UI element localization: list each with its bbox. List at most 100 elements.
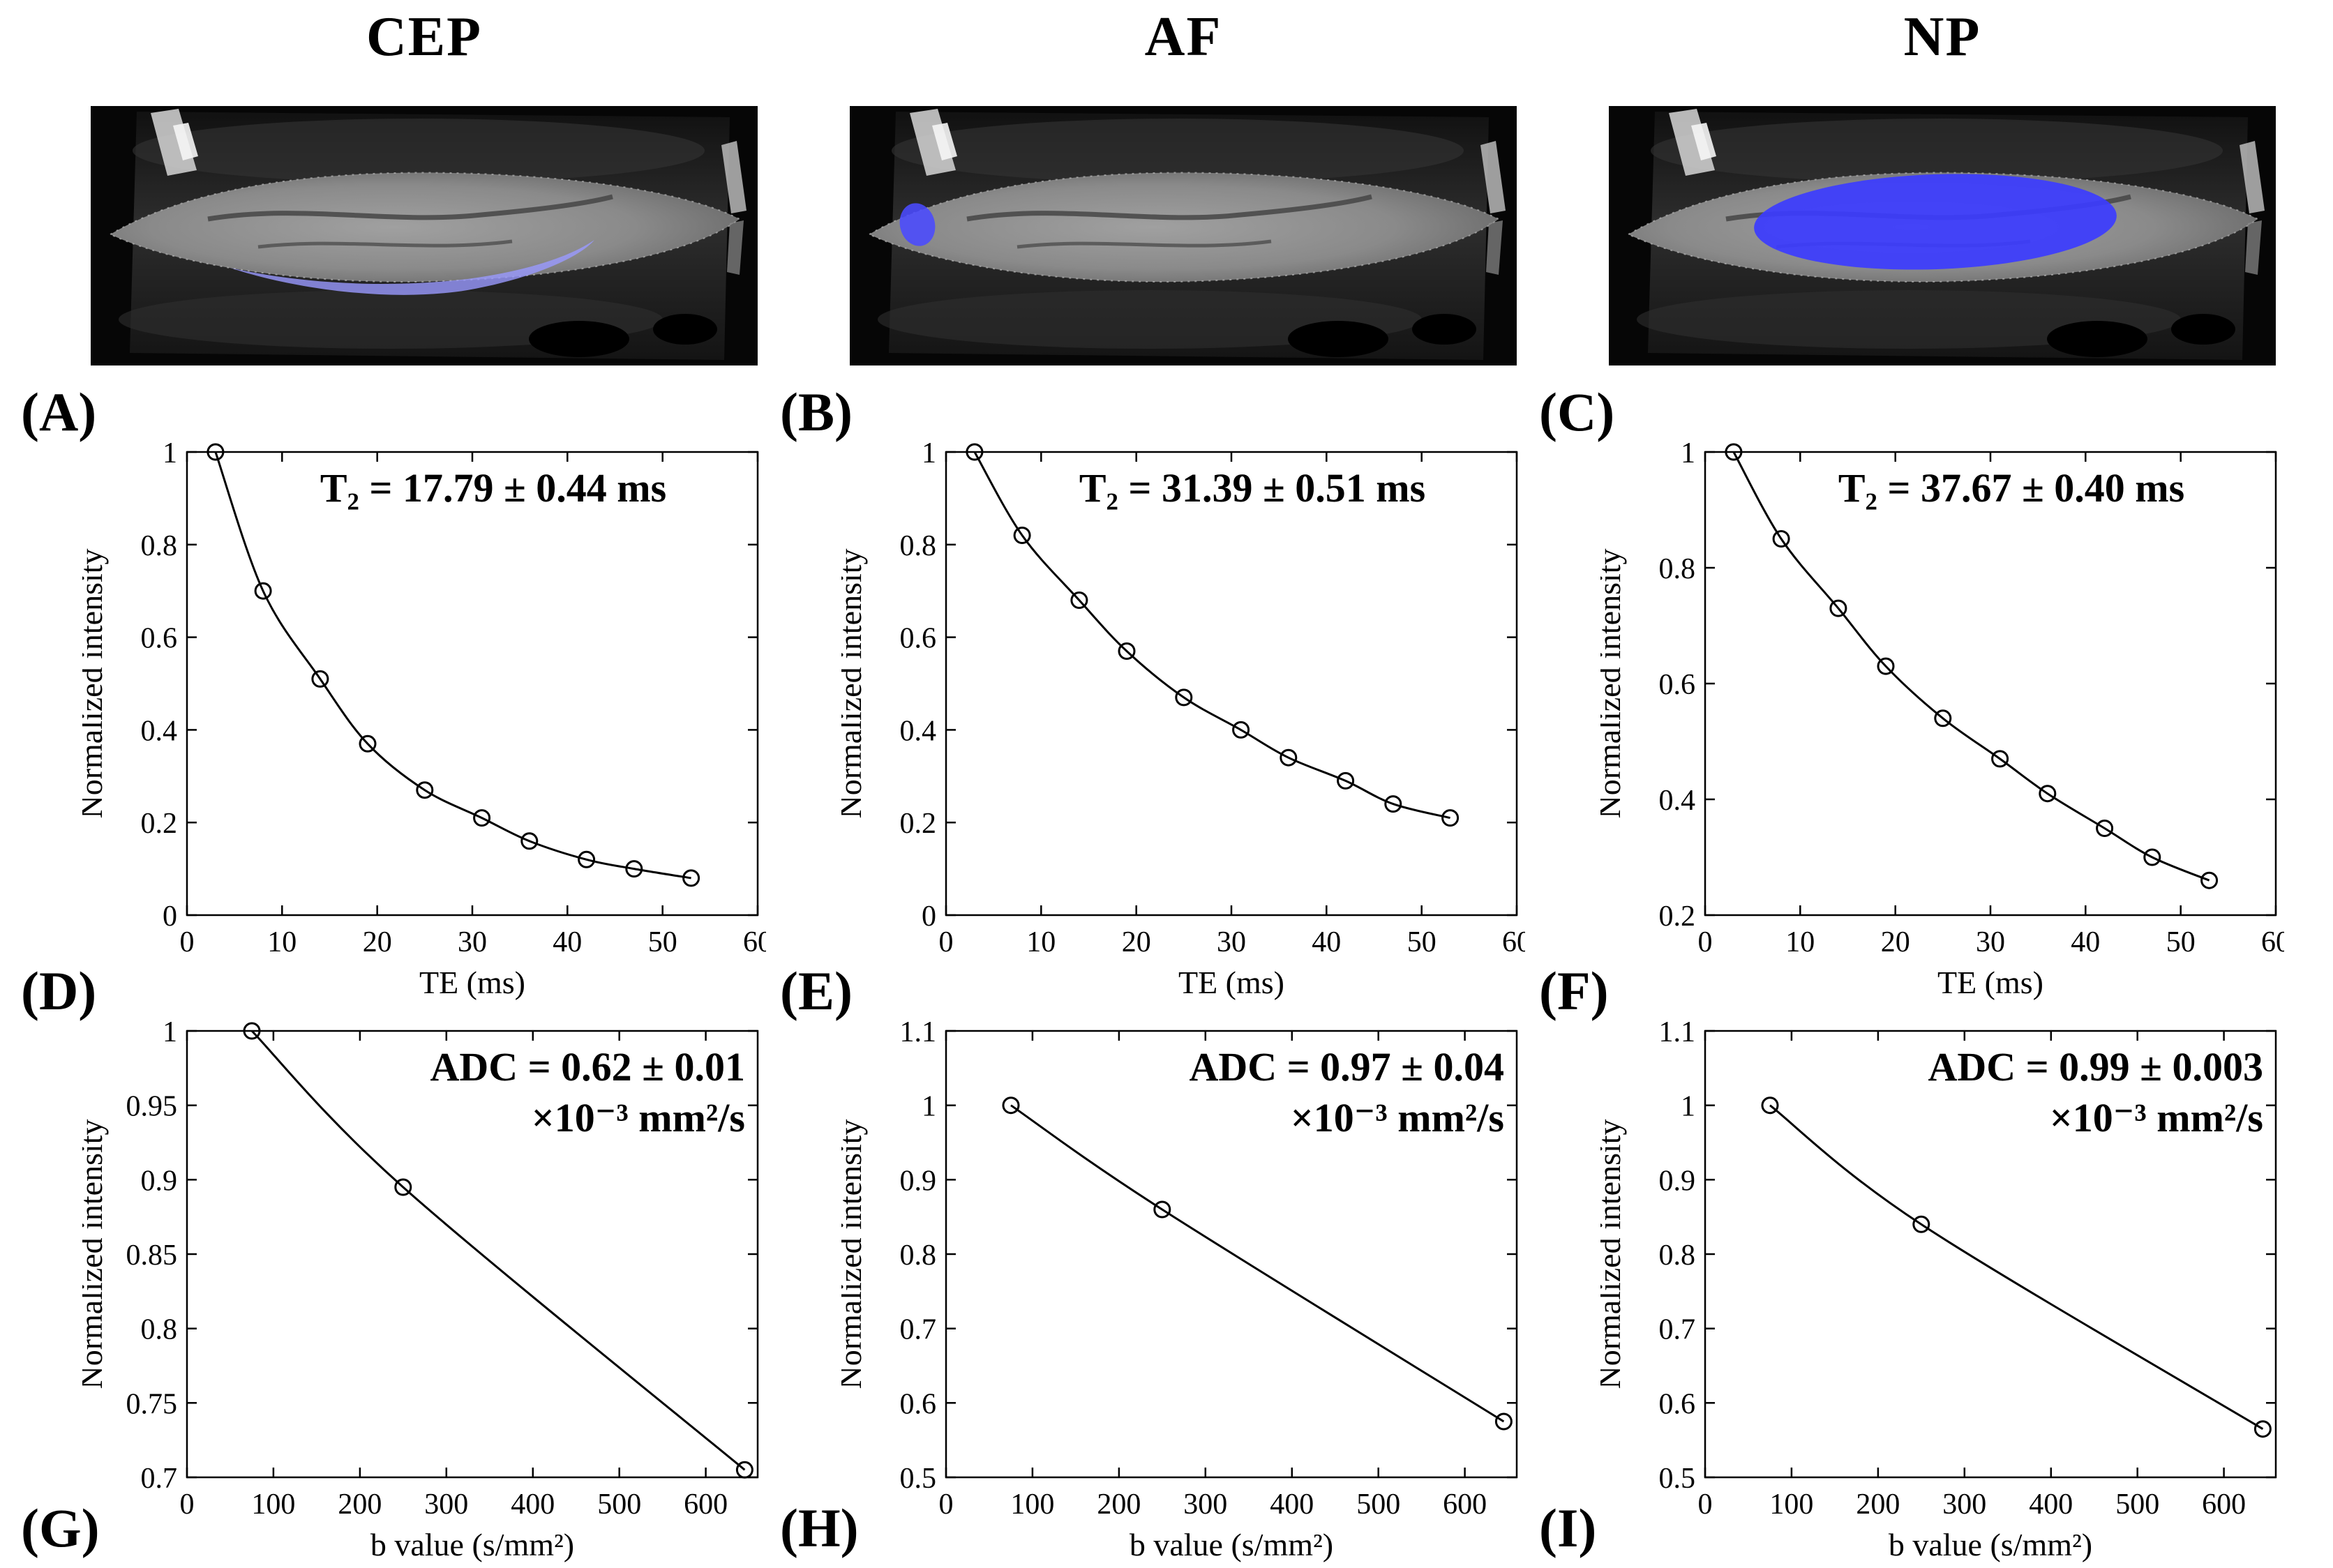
chart-svg: 0 10 20 30 40 50 60 0 0.2 0.4 0.6 0.8 1 TE (ms) Normal…: [841, 437, 1525, 1000]
mri-scan: [91, 106, 758, 365]
y-tick-label: 0.4: [900, 715, 937, 747]
panel-label-e: (E): [780, 960, 853, 1021]
data-marker: [966, 443, 984, 461]
data-marker: [1934, 709, 1952, 728]
y-tick-label: 0.8: [141, 1314, 178, 1346]
chart-panel-c-t2-np: 0 10 20 30 40 50 60 0.2 0.4 0.6 0.8 1 TE (ms) Normali…: [1600, 427, 2284, 1006]
column-title-af: AF: [1144, 6, 1222, 68]
mri-image-af: [850, 106, 1517, 365]
annotation-line: ×10⁻³ mm²/s: [1290, 1094, 1504, 1140]
fit-curve: [1769, 1104, 2264, 1430]
x-tick-label: 40: [1312, 926, 1341, 958]
x-tick-label: 300: [424, 1488, 468, 1521]
y-tick-label: 1: [1681, 437, 1695, 469]
disc-cleft: [966, 194, 1372, 222]
dark-blob: [2171, 314, 2235, 345]
mri-scan: [1609, 106, 2276, 365]
y-tick-label: 0.9: [141, 1165, 178, 1197]
bright-artifact-right: [2245, 220, 2262, 275]
roi-np-nucleus: [1754, 174, 2117, 270]
x-tick-label: 400: [511, 1488, 555, 1521]
data-marker: [2039, 785, 2057, 803]
panel-label-f: (F): [1539, 960, 1609, 1021]
x-axis-label: TE (ms): [1178, 965, 1284, 1000]
data-marker: [735, 1461, 753, 1479]
annotation-line: ADC = 0.97 ± 0.04: [1189, 1044, 1504, 1090]
data-marker: [2253, 1420, 2272, 1438]
dark-blob: [2047, 321, 2147, 357]
x-tick-label: 0: [180, 926, 195, 958]
lower-vertebra-texture: [119, 290, 663, 349]
x-tick-label: 300: [1183, 1488, 1227, 1521]
panel-label-b: (B): [780, 382, 853, 442]
upper-vertebra-texture: [892, 119, 1464, 183]
bright-artifact-left: [1691, 123, 1716, 160]
data-marker: [311, 670, 329, 688]
bright-artifact-right: [721, 141, 747, 213]
x-tick-label: 60: [2261, 926, 2284, 958]
y-tick-label: 0.6: [900, 623, 937, 655]
x-tick-label: 60: [1502, 926, 1525, 958]
fit-result-annotation: T₂ = 17.79 ± 0.44 ms: [187, 463, 758, 514]
upper-vertebra-texture: [1651, 119, 2223, 183]
data-marker: [1761, 1096, 1779, 1115]
data-marker: [1153, 1200, 1171, 1219]
data-marker: [473, 809, 491, 827]
y-tick-label: 0.4: [141, 715, 178, 747]
data-marker: [1494, 1412, 1513, 1431]
panel-label-h: (H): [780, 1498, 859, 1558]
x-tick-label: 600: [2202, 1488, 2246, 1521]
x-tick-label: 200: [1856, 1488, 1900, 1521]
x-tick-label: 0: [180, 1488, 195, 1521]
y-tick-label: 0.9: [900, 1165, 937, 1197]
y-tick-label: 1: [163, 1016, 177, 1048]
y-tick-label: 0.6: [1659, 1388, 1696, 1420]
upper-vertebra-texture: [133, 119, 705, 183]
y-tick-label: 0.85: [126, 1239, 178, 1272]
axes-box: [186, 1030, 759, 1479]
x-tick-label: 600: [684, 1488, 728, 1521]
mri-scan: [850, 106, 1517, 365]
x-tick-label: 200: [338, 1488, 382, 1521]
bright-artifact-right: [2240, 141, 2265, 213]
disc-lens: [110, 172, 740, 282]
y-tick-label: 0.9: [1659, 1165, 1696, 1197]
x-tick-label: 10: [1785, 926, 1815, 958]
y-tick-label: 0.5: [900, 1463, 937, 1495]
bright-artifact-right: [727, 220, 744, 275]
data-marker: [1070, 591, 1088, 609]
chart-panel-g-adc-cep: 0 100 200 300 400 500 600 0.7 0.75 0.8 0.85 0.9 0.95…: [82, 1006, 766, 1568]
x-tick-label: 100: [1010, 1488, 1054, 1521]
annotation-line: ×10⁻³ mm²/s: [2049, 1094, 2263, 1140]
roi-af-annulus: [899, 203, 936, 246]
x-tick-label: 50: [1407, 926, 1436, 958]
x-tick-label: 50: [648, 926, 677, 958]
lower-vertebra-texture: [1637, 290, 2181, 349]
data-marker: [2200, 871, 2219, 889]
dark-blob: [1412, 314, 1476, 345]
panel-label-c: (C): [1539, 382, 1615, 442]
x-axis-label: b value (s/mm²): [1889, 1527, 2092, 1562]
mri-image-np: [1609, 106, 2276, 365]
x-tick-label: 500: [1356, 1488, 1400, 1521]
data-marker: [1118, 642, 1136, 660]
fit-result-annotation: ADC = 0.99 ± 0.003 ×10⁻³ mm²/s: [1705, 1042, 2276, 1143]
annotation-line: ADC = 0.99 ± 0.003: [1928, 1044, 2263, 1090]
x-tick-label: 30: [458, 926, 487, 958]
y-tick-label: 0.2: [141, 808, 178, 840]
y-tick-label: 0.8: [1659, 1239, 1696, 1272]
x-tick-label: 0: [939, 926, 954, 958]
x-tick-label: 40: [2071, 926, 2100, 958]
y-tick-label: 1: [1681, 1091, 1695, 1123]
x-axis-label: TE (ms): [419, 965, 525, 1000]
y-tick-label: 0.8: [1659, 553, 1696, 585]
axes-box: [945, 1030, 1518, 1479]
annotation-line: T₂ = 37.67 ± 0.40 ms: [1838, 465, 2185, 511]
y-tick-label: 0.7: [141, 1463, 178, 1495]
chart-svg: 0 10 20 30 40 50 60 0 0.2 0.4 0.6 0.8 1 TE (ms) Normal…: [82, 437, 766, 1000]
data-marker: [1991, 750, 2009, 768]
fit-curve: [973, 451, 1450, 820]
chart-panel-h-adc-af: 0 100 200 300 400 500 600 0.5 0.6 0.7 0.8 0.9 1 1.1 b …: [841, 1006, 1525, 1568]
annotation-line: ×10⁻³ mm²/s: [531, 1094, 745, 1140]
